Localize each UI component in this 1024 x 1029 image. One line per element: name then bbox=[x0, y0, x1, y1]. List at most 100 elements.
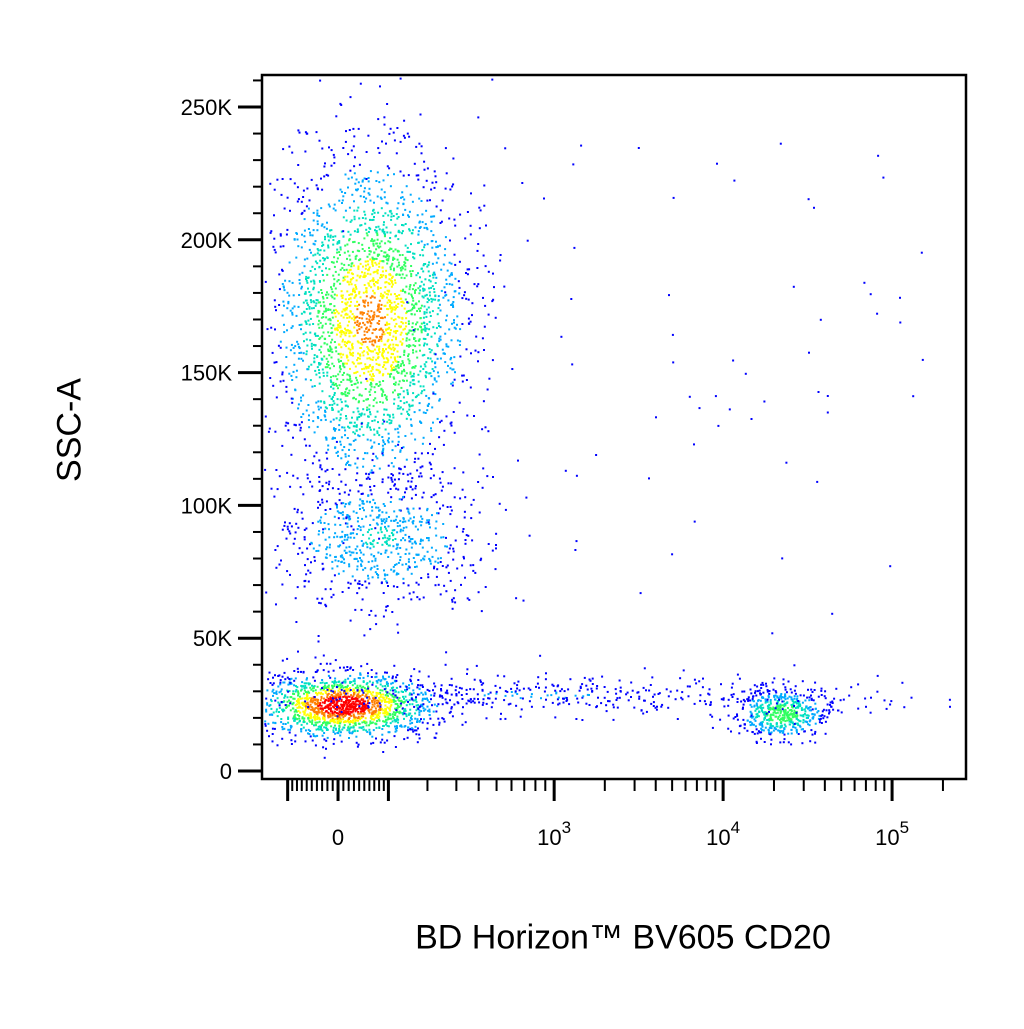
event-dot bbox=[429, 442, 431, 445]
event-dot bbox=[392, 534, 394, 537]
event-dot bbox=[387, 257, 390, 260]
event-dot bbox=[382, 447, 385, 450]
event-dot bbox=[826, 716, 829, 719]
event-dot bbox=[286, 700, 289, 703]
event-dot bbox=[342, 716, 345, 719]
event-dot bbox=[314, 723, 317, 726]
event-dot bbox=[372, 710, 375, 713]
event-dot bbox=[330, 356, 333, 359]
event-dot bbox=[340, 502, 343, 505]
event-dot bbox=[356, 684, 359, 687]
event-dot bbox=[395, 365, 398, 368]
event-dot bbox=[293, 305, 296, 308]
event-dot bbox=[438, 436, 441, 439]
event-dot bbox=[774, 694, 777, 697]
event-dot bbox=[338, 687, 341, 690]
event-dot bbox=[275, 603, 277, 606]
event-dot bbox=[371, 721, 374, 724]
event-dot bbox=[300, 396, 302, 399]
event-dot bbox=[375, 691, 378, 694]
event-dot bbox=[359, 717, 362, 720]
event-dot bbox=[275, 710, 278, 713]
event-dot bbox=[350, 694, 353, 697]
event-dot bbox=[410, 293, 413, 296]
event-dot bbox=[784, 698, 787, 701]
event-dot bbox=[777, 729, 780, 732]
event-dot bbox=[388, 273, 391, 276]
event-dot bbox=[312, 716, 315, 719]
event-dot bbox=[310, 342, 313, 345]
event-dot bbox=[388, 323, 391, 326]
event-dot bbox=[319, 304, 322, 307]
event-dot bbox=[401, 563, 404, 566]
event-dot bbox=[734, 716, 737, 718]
event-dot bbox=[301, 717, 304, 720]
event-dot bbox=[376, 238, 379, 241]
event-dot bbox=[300, 351, 303, 354]
event-dot bbox=[437, 371, 439, 374]
event-dot bbox=[306, 558, 309, 561]
event-dot bbox=[438, 303, 441, 306]
event-dot bbox=[404, 268, 407, 271]
event-dot bbox=[347, 359, 350, 362]
event-dot bbox=[415, 581, 418, 584]
event-dot bbox=[399, 140, 402, 143]
event-dot bbox=[287, 422, 290, 425]
event-dot bbox=[394, 248, 397, 251]
event-dot bbox=[326, 728, 329, 731]
event-dot bbox=[354, 438, 357, 441]
event-dot bbox=[331, 717, 334, 720]
event-dot bbox=[321, 326, 324, 329]
event-dot bbox=[793, 709, 796, 712]
event-dot bbox=[433, 291, 436, 294]
event-dot bbox=[393, 369, 396, 372]
event-dot bbox=[359, 484, 361, 487]
event-dot bbox=[480, 557, 483, 560]
event-dot bbox=[355, 741, 358, 744]
event-dot bbox=[376, 254, 379, 257]
event-dot bbox=[380, 581, 383, 584]
event-dot bbox=[397, 552, 400, 555]
event-dot bbox=[334, 446, 337, 449]
event-dot bbox=[379, 260, 382, 263]
event-dot bbox=[349, 464, 352, 467]
event-dot bbox=[312, 699, 315, 702]
event-dot bbox=[347, 710, 350, 713]
event-dot bbox=[730, 730, 732, 733]
event-dot bbox=[383, 534, 386, 537]
event-dot bbox=[354, 557, 357, 560]
event-dot bbox=[345, 329, 348, 332]
event-dot bbox=[397, 366, 400, 369]
event-dot bbox=[278, 691, 281, 694]
event-dot bbox=[790, 696, 793, 699]
event-dot bbox=[395, 695, 398, 698]
event-dot bbox=[292, 346, 295, 349]
event-dot bbox=[373, 386, 376, 389]
event-dot bbox=[405, 699, 408, 702]
event-dot bbox=[420, 524, 423, 527]
event-dot bbox=[408, 687, 411, 690]
event-dot bbox=[390, 247, 393, 250]
event-dot bbox=[322, 243, 325, 246]
event-dot bbox=[418, 475, 421, 478]
event-dot bbox=[283, 681, 286, 684]
event-dot bbox=[362, 725, 365, 728]
event-dot bbox=[711, 715, 714, 718]
event-dot bbox=[343, 269, 346, 272]
event-dot bbox=[363, 721, 366, 723]
event-dot bbox=[278, 711, 280, 713]
event-dot bbox=[328, 395, 331, 398]
event-dot bbox=[382, 348, 384, 350]
event-dot bbox=[426, 228, 429, 231]
event-dot bbox=[411, 288, 414, 291]
event-dot bbox=[422, 254, 425, 257]
event-dot bbox=[357, 712, 360, 715]
event-dot bbox=[274, 251, 277, 254]
event-dot bbox=[334, 532, 337, 535]
event-dot bbox=[394, 680, 397, 683]
event-dot bbox=[266, 729, 269, 732]
event-dot bbox=[303, 536, 306, 539]
event-dot bbox=[297, 407, 300, 410]
event-dot bbox=[417, 272, 419, 275]
event-dot bbox=[351, 344, 353, 346]
